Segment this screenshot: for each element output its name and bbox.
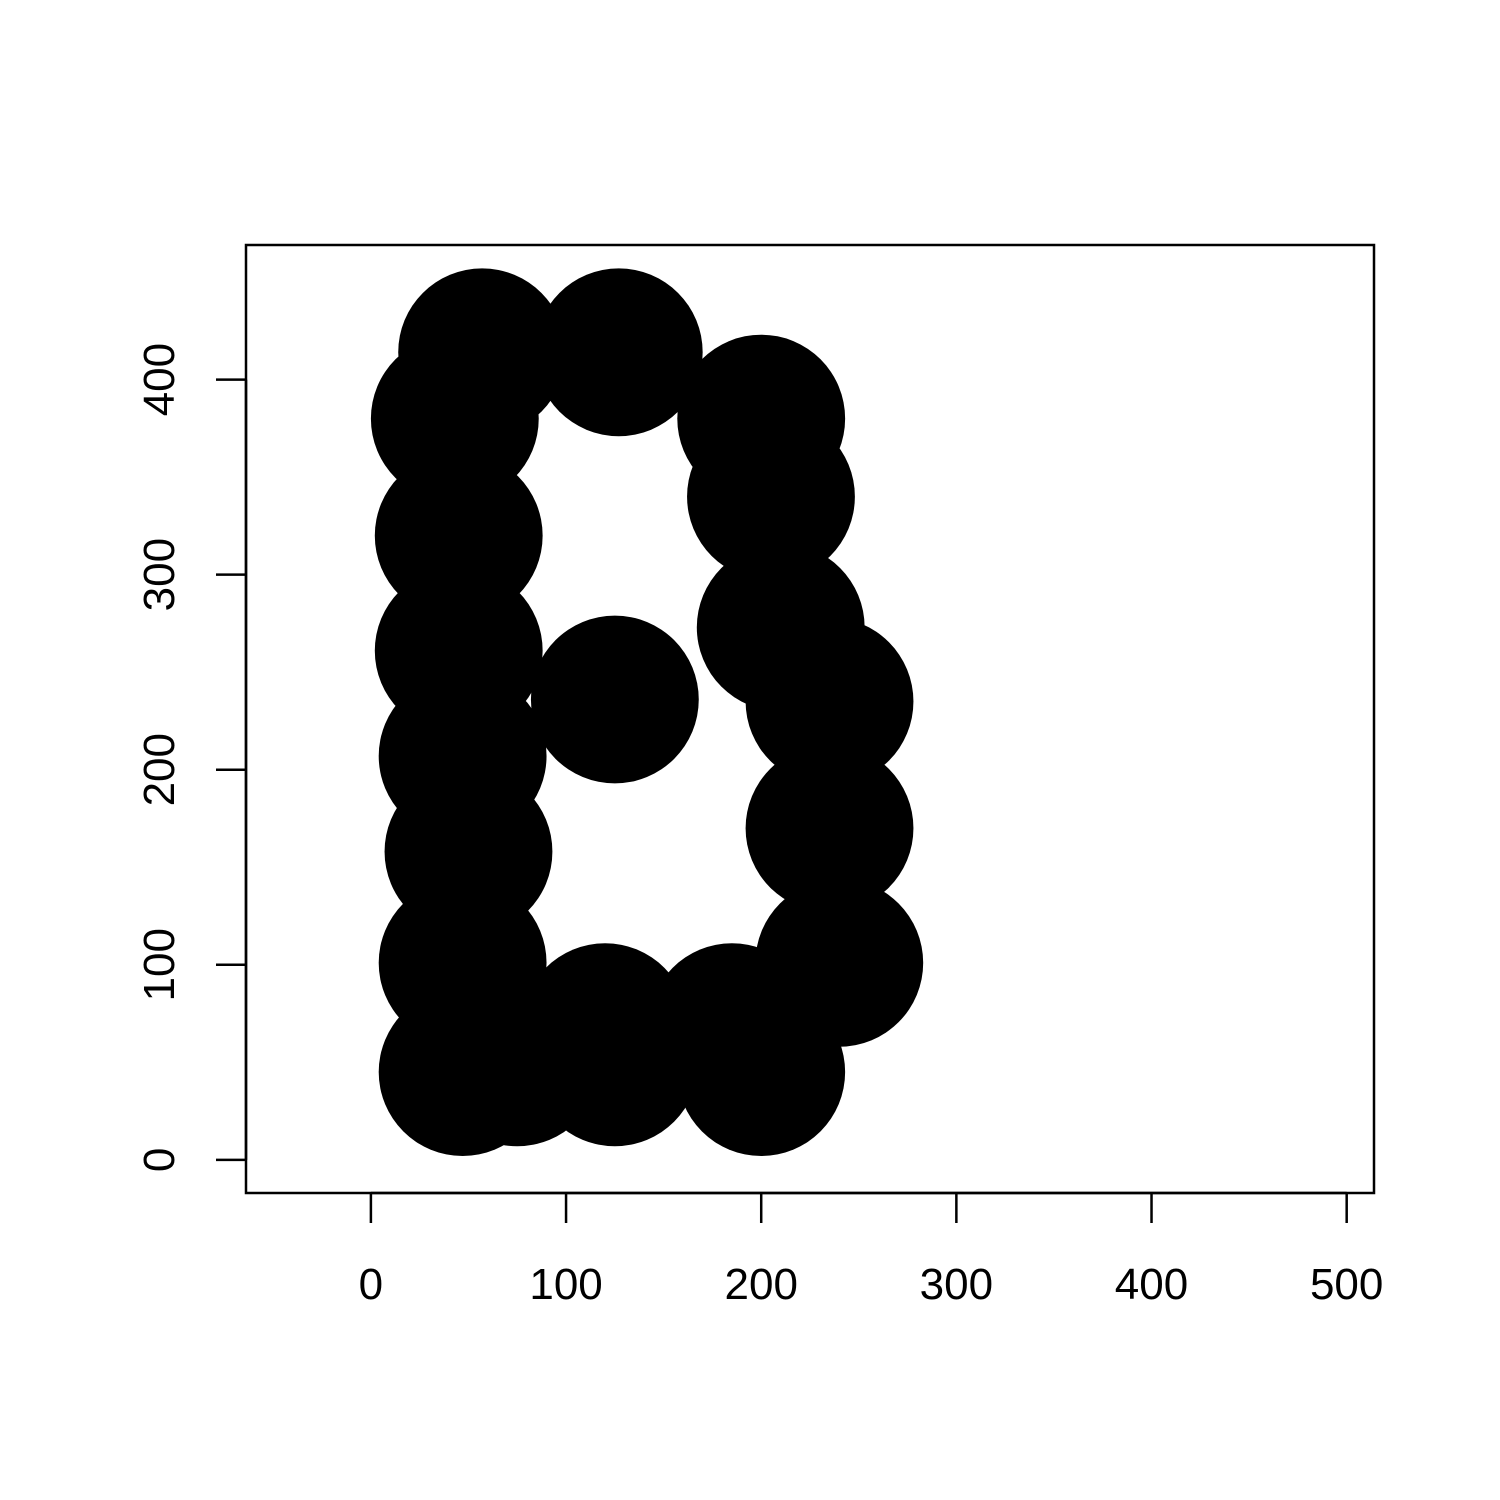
y-tick-label: 200 bbox=[135, 733, 184, 806]
data-point bbox=[745, 744, 914, 913]
y-tick-label: 100 bbox=[135, 928, 184, 1001]
points-layer bbox=[370, 268, 924, 1156]
y-tick-label: 0 bbox=[135, 1148, 184, 1172]
data-point bbox=[677, 988, 846, 1156]
data-point bbox=[530, 615, 699, 784]
x-tick-label: 200 bbox=[725, 1260, 798, 1309]
y-tick-label: 300 bbox=[135, 538, 184, 611]
data-point bbox=[374, 451, 543, 620]
x-tick-label: 0 bbox=[359, 1260, 383, 1309]
y-tick-label: 400 bbox=[135, 343, 184, 416]
data-point bbox=[433, 978, 602, 1147]
x-tick-label: 500 bbox=[1310, 1260, 1383, 1309]
y-axis: 0 100 200 300 400 bbox=[135, 343, 248, 1172]
data-point bbox=[687, 412, 855, 581]
data-point bbox=[370, 334, 539, 503]
x-tick-label: 400 bbox=[1115, 1260, 1188, 1309]
x-tick-label: 300 bbox=[920, 1260, 993, 1309]
data-point bbox=[534, 268, 703, 437]
x-tick-label: 100 bbox=[529, 1260, 602, 1309]
x-axis: 0 100 200 300 400 500 bbox=[359, 1191, 1383, 1309]
data-point bbox=[745, 617, 914, 786]
